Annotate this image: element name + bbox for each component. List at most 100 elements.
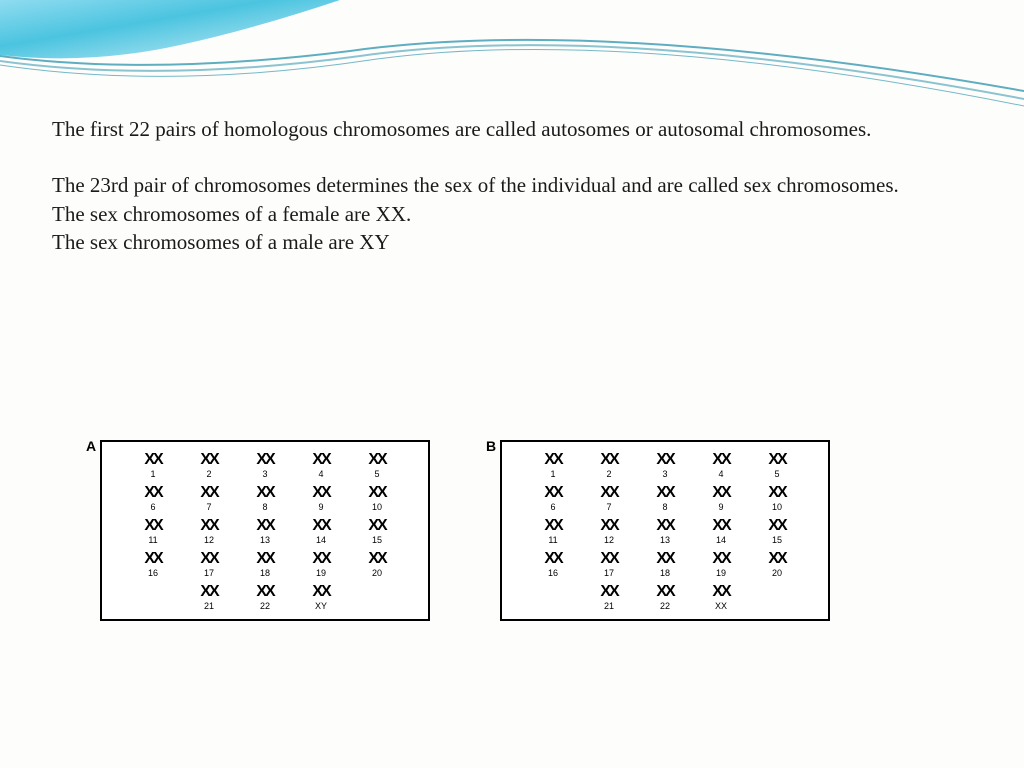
chromosome-pair: XX14	[301, 518, 341, 545]
chromosome-glyph: XX	[768, 551, 785, 567]
chromosome-pair: XX18	[245, 551, 285, 578]
chromosome-pair: XX15	[757, 518, 797, 545]
chromosome-pair: XX20	[357, 551, 397, 578]
chromosome-pair: XX22	[645, 584, 685, 611]
karyotype-row: XX21XX22XXXX	[510, 584, 820, 611]
chromosome-pair: XX18	[645, 551, 685, 578]
chromosome-number: 19	[316, 568, 326, 578]
chromosome-glyph: XX	[200, 518, 217, 534]
chromosome-pair: XX3	[645, 452, 685, 479]
chromosome-pair: XX20	[757, 551, 797, 578]
chromosome-glyph: XX	[256, 485, 273, 501]
chromosome-glyph: XX	[600, 551, 617, 567]
chromosome-glyph: XX	[712, 584, 729, 600]
panel-b-label: B	[486, 438, 496, 454]
chromosome-pair: XX7	[589, 485, 629, 512]
chromosome-glyph: XX	[656, 485, 673, 501]
chromosome-number: 17	[604, 568, 614, 578]
chromosome-glyph: XX	[600, 485, 617, 501]
chromosome-pair: XX9	[701, 485, 741, 512]
chromosome-number: 16	[548, 568, 558, 578]
chromosome-pair: XX15	[357, 518, 397, 545]
chromosome-glyph: XX	[768, 518, 785, 534]
chromosome-pair: XX11	[533, 518, 573, 545]
chromosome-glyph: XX	[312, 518, 329, 534]
chromosome-glyph: XX	[656, 518, 673, 534]
chromosome-number: 22	[260, 601, 270, 611]
paragraph-2-line-3: The sex chromosomes of a male are XY	[52, 230, 390, 254]
chromosome-pair: XX16	[133, 551, 173, 578]
chromosome-number: 13	[660, 535, 670, 545]
chromosome-glyph: XX	[600, 452, 617, 468]
chromosome-number: 5	[774, 469, 779, 479]
chromosome-pair: XX11	[133, 518, 173, 545]
chromosome-number: 14	[316, 535, 326, 545]
chromosome-glyph: XX	[368, 551, 385, 567]
karyotype-row: XX16XX17XX18XX19XX20	[510, 551, 820, 578]
chromosome-glyph: XX	[256, 518, 273, 534]
chromosome-pair: XX5	[357, 452, 397, 479]
chromosome-glyph: XX	[256, 584, 273, 600]
chromosome-pair: XX21	[589, 584, 629, 611]
chromosome-number: 3	[662, 469, 667, 479]
chromosome-number: 5	[374, 469, 379, 479]
chromosome-glyph: XX	[144, 518, 161, 534]
chromosome-number: 8	[662, 502, 667, 512]
paragraph-2-line-2: The sex chromosomes of a female are XX.	[52, 202, 411, 226]
chromosome-number: 1	[150, 469, 155, 479]
chromosome-pair: XX12	[189, 518, 229, 545]
chromosome-pair: XX1	[133, 452, 173, 479]
chromosome-number: 11	[548, 535, 557, 545]
chromosome-number: 4	[718, 469, 723, 479]
chromosome-number: 21	[204, 601, 214, 611]
chromosome-number: 11	[148, 535, 157, 545]
karyotype-row: XX1XX2XX3XX4XX5	[510, 452, 820, 479]
chromosome-number: 21	[604, 601, 614, 611]
chromosome-number: 13	[260, 535, 270, 545]
chromosome-number: 19	[716, 568, 726, 578]
chromosome-pair: XX13	[245, 518, 285, 545]
karyotype-row: XX6XX7XX8XX9XX10	[110, 485, 420, 512]
chromosome-glyph: XX	[544, 518, 561, 534]
chromosome-number: 7	[606, 502, 611, 512]
chromosome-number: 14	[716, 535, 726, 545]
chromosome-glyph: XX	[768, 485, 785, 501]
chromosome-pair: XX19	[701, 551, 741, 578]
chromosome-pair: XX8	[645, 485, 685, 512]
chromosome-pair: XX21	[189, 584, 229, 611]
chromosome-glyph: XX	[256, 452, 273, 468]
chromosome-pair: XX14	[701, 518, 741, 545]
paragraph-1: The first 22 pairs of homologous chromos…	[52, 117, 871, 141]
chromosome-number: XY	[315, 601, 327, 611]
chromosome-glyph: XX	[656, 452, 673, 468]
karyotype-row: XX16XX17XX18XX19XX20	[110, 551, 420, 578]
chromosome-number: 9	[318, 502, 323, 512]
chromosome-number: 2	[206, 469, 211, 479]
chromosome-glyph: XX	[144, 452, 161, 468]
chromosome-number: 8	[262, 502, 267, 512]
chromosome-number: 17	[204, 568, 214, 578]
chromosome-pair: XX17	[589, 551, 629, 578]
chromosome-glyph: XX	[712, 551, 729, 567]
chromosome-number: 6	[150, 502, 155, 512]
chromosome-number: 12	[604, 535, 614, 545]
karyotype-row: XX1XX2XX3XX4XX5	[110, 452, 420, 479]
chromosome-number: 10	[372, 502, 382, 512]
chromosome-number: 4	[318, 469, 323, 479]
chromosome-pair: XX16	[533, 551, 573, 578]
chromosome-pair: XXXY	[301, 584, 341, 611]
chromosome-number: 15	[372, 535, 382, 545]
chromosome-glyph: XX	[768, 452, 785, 468]
chromosome-glyph: XX	[144, 485, 161, 501]
chromosome-glyph: XX	[656, 584, 673, 600]
chromosome-pair: XX9	[301, 485, 341, 512]
chromosome-number: 22	[660, 601, 670, 611]
chromosome-pair: XX22	[245, 584, 285, 611]
chromosome-pair: XX12	[589, 518, 629, 545]
chromosome-glyph: XX	[712, 485, 729, 501]
chromosome-glyph: XX	[312, 584, 329, 600]
chromosome-number: 9	[718, 502, 723, 512]
chromosome-pair: XX10	[357, 485, 397, 512]
chromosome-glyph: XX	[656, 551, 673, 567]
chromosome-number: XX	[715, 601, 727, 611]
